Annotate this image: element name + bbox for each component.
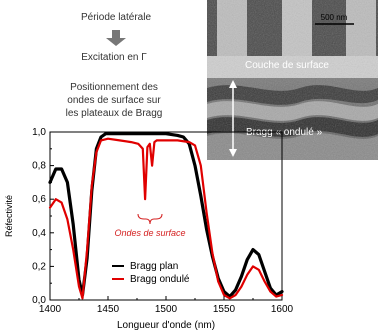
scale-bar-label: 500 nm — [321, 13, 348, 22]
excitation-label: Excitation en Γ — [81, 52, 147, 63]
y-tick-label: 0,4 — [32, 228, 46, 239]
legend-label-bragg-ondule: Bragg ondulé — [130, 274, 190, 285]
y-tick-label: 0,6 — [32, 194, 46, 205]
tick-layer: 1400 1450 1500 1550 1600 0,0 0,2 0,4 0,6 0,8 1,0 — [32, 127, 293, 315]
x-tick-label: 1400 — [39, 304, 62, 315]
legend-label-bragg-plan: Bragg plan — [130, 261, 178, 272]
positionnement-line-2: ondes de surface sur — [67, 95, 161, 106]
positionnement-line-3: les plateaux de Bragg — [66, 108, 163, 119]
positionnement-line-1: Positionnement des — [70, 82, 158, 93]
y-tick-label: 0,8 — [32, 161, 46, 172]
y-tick-label: 0,2 — [32, 261, 46, 272]
x-tick-label: 1450 — [97, 304, 120, 315]
bragg-layer-label: Bragg « ondulé » — [246, 127, 323, 138]
surface-layer-label: Couche de surface — [245, 60, 329, 71]
x-tick-label: 1600 — [271, 304, 294, 315]
x-tick-label: 1500 — [155, 304, 178, 315]
sem-inset: 500 nm Couche de surface Bragg « ondulé … — [207, 0, 378, 160]
x-tick-label: 1550 — [213, 304, 236, 315]
legend: Bragg plan Bragg ondulé — [112, 261, 190, 285]
surface-waves-brace — [137, 213, 163, 225]
down-arrow-icon — [106, 30, 126, 46]
y-tick-label: 0,0 — [32, 295, 46, 306]
y-axis-title: Réfectivité — [4, 195, 14, 237]
x-axis-title: Longueur d'onde (nm) — [117, 320, 215, 331]
double-arrow-icon — [229, 80, 237, 157]
y-tick-label: 1,0 — [32, 127, 46, 138]
series-line-bragg-ondule — [48, 137, 284, 300]
surface-waves-label: Ondes de surface — [114, 228, 185, 238]
periode-label: Période latérale — [81, 12, 151, 23]
chart: 1400 1450 1500 1550 1600 0,0 0,2 0,4 0,6 0,8 1,0 O… — [4, 127, 294, 331]
series-layer — [48, 132, 284, 300]
